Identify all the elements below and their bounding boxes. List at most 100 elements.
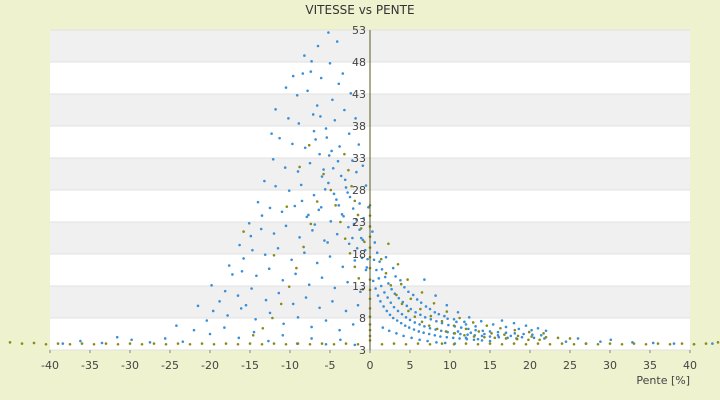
- data-point: [381, 326, 385, 329]
- data-point: [318, 152, 321, 156]
- data-point: [361, 287, 365, 291]
- data-point: [644, 342, 648, 346]
- y-tick-label: 33: [352, 152, 366, 165]
- data-point: [317, 208, 321, 212]
- data-point: [366, 257, 369, 261]
- data-point: [341, 265, 345, 269]
- data-point: [419, 307, 422, 311]
- data-point: [298, 236, 301, 239]
- data-point: [333, 286, 337, 290]
- x-tick-label: 35: [643, 359, 657, 372]
- data-point: [296, 170, 300, 173]
- data-point: [371, 230, 374, 233]
- data-point: [297, 122, 301, 125]
- data-point: [316, 44, 320, 48]
- data-point: [394, 275, 397, 278]
- data-point: [620, 342, 624, 346]
- data-point: [240, 269, 244, 273]
- data-point: [403, 324, 407, 327]
- data-point: [488, 342, 492, 345]
- data-point: [359, 290, 362, 294]
- data-point: [237, 336, 241, 340]
- data-point: [382, 305, 385, 308]
- data-point: [524, 324, 528, 327]
- data-point: [307, 143, 311, 147]
- data-point: [116, 342, 120, 346]
- x-tick-label: -15: [241, 359, 259, 372]
- data-point: [373, 241, 377, 244]
- data-point: [140, 342, 144, 346]
- data-point: [303, 146, 307, 150]
- data-point: [516, 334, 520, 338]
- data-point: [392, 305, 396, 309]
- data-point: [359, 236, 363, 240]
- data-point: [428, 342, 432, 346]
- data-point: [476, 342, 480, 346]
- data-point: [469, 331, 473, 335]
- data-point: [411, 293, 415, 297]
- data-point: [353, 259, 357, 262]
- x-tick-label: 40: [683, 359, 697, 372]
- data-point: [212, 342, 216, 346]
- y-tick-label: 3: [359, 344, 366, 357]
- x-tick-label: -30: [121, 359, 139, 372]
- data-point: [226, 314, 229, 317]
- data-point: [380, 342, 384, 346]
- data-point: [376, 294, 380, 297]
- data-point: [20, 342, 24, 345]
- data-point: [385, 309, 389, 313]
- data-point: [458, 337, 461, 340]
- data-point: [224, 342, 228, 345]
- data-point: [205, 319, 209, 322]
- data-point: [342, 214, 345, 218]
- data-point: [467, 327, 470, 331]
- data-point: [397, 296, 401, 300]
- data-point: [352, 222, 356, 226]
- data-point: [251, 333, 255, 337]
- data-point: [609, 338, 613, 342]
- data-point: [527, 338, 530, 342]
- data-point: [419, 313, 422, 317]
- y-tick-label: 13: [352, 280, 366, 293]
- data-point: [408, 318, 412, 322]
- data-point: [250, 287, 253, 290]
- data-point: [284, 86, 288, 89]
- data-point: [350, 184, 353, 188]
- data-point: [391, 316, 395, 320]
- data-point: [347, 225, 350, 229]
- data-point: [584, 342, 588, 345]
- data-point: [327, 181, 330, 185]
- data-point: [383, 275, 387, 279]
- data-point: [104, 342, 108, 345]
- data-point: [429, 317, 433, 321]
- data-point: [56, 342, 60, 345]
- data-point: [365, 266, 369, 269]
- data-point: [152, 342, 156, 345]
- data-point: [422, 331, 425, 335]
- data-point: [396, 309, 400, 313]
- data-point: [284, 224, 288, 228]
- data-point: [440, 319, 444, 323]
- data-point: [251, 248, 254, 252]
- data-point: [476, 337, 480, 341]
- data-point: [278, 136, 281, 140]
- x-axis-label: Pente [%]: [636, 374, 690, 387]
- data-point: [423, 316, 427, 319]
- data-point: [343, 237, 347, 240]
- data-point: [479, 319, 483, 323]
- data-point: [268, 206, 272, 210]
- data-point: [347, 242, 351, 246]
- data-point: [264, 298, 268, 302]
- data-point: [323, 188, 327, 191]
- data-point: [263, 253, 267, 256]
- data-point: [400, 312, 404, 316]
- y-tick-label: 18: [352, 248, 366, 261]
- data-point: [387, 242, 390, 246]
- data-point: [496, 333, 500, 337]
- data-point: [355, 246, 359, 250]
- data-point: [490, 332, 493, 335]
- data-point: [175, 324, 178, 327]
- data-point: [500, 342, 504, 346]
